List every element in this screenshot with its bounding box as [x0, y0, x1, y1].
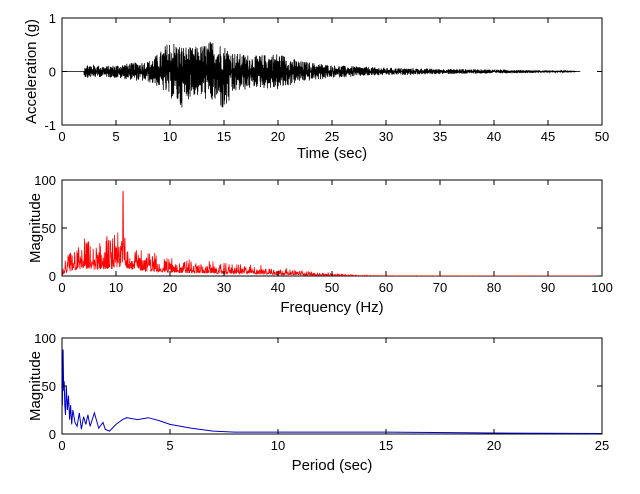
x-tick-label: 10 [109, 280, 123, 295]
y-axis-label: Acceleration (g) [23, 19, 40, 124]
x-tick-label: 25 [325, 129, 339, 144]
y-axis-label: Magnitude [27, 193, 44, 263]
x-tick-label: 5 [166, 438, 173, 453]
y-tick-label: 0 [49, 269, 56, 284]
y-tick-label: 100 [34, 173, 56, 188]
x-tick-label: 20 [163, 280, 177, 295]
x-tick-label: 45 [541, 129, 555, 144]
series-line [62, 41, 581, 108]
x-tick-label: 5 [112, 129, 119, 144]
x-tick-label: 15 [379, 438, 393, 453]
x-tick-label: 20 [271, 129, 285, 144]
x-tick-label: 40 [487, 129, 501, 144]
x-tick-label: 15 [217, 129, 231, 144]
y-tick-label: 100 [34, 331, 56, 346]
x-tick-label: 90 [541, 280, 555, 295]
y-tick-label: 50 [42, 379, 56, 394]
x-tick-label: 50 [325, 280, 339, 295]
x-tick-label: 30 [379, 129, 393, 144]
x-tick-label: 10 [271, 438, 285, 453]
subplot-2: 0 10 20 30 40 50 60 70 80 90 100 0 50 100 Frequency (H… [27, 173, 613, 316]
x-axis-label: Time (sec) [297, 145, 367, 162]
x-tick-label: 0 [58, 280, 65, 295]
x-tick-label: 30 [217, 280, 231, 295]
x-tick-label: 35 [433, 129, 447, 144]
series-group [62, 41, 581, 108]
x-tick-label: 100 [591, 280, 613, 295]
y-tick-label: 50 [42, 221, 56, 236]
x-axis-label: Frequency (Hz) [280, 299, 383, 316]
x-tick-label: 60 [379, 280, 393, 295]
x-tick-label: 50 [595, 129, 609, 144]
x-tick-label: 80 [487, 280, 501, 295]
series-line [62, 349, 602, 434]
subplot-3: 0 5 10 15 20 25 0 50 100 Period (sec) Magnitude [27, 331, 609, 474]
x-tick-label: 10 [163, 129, 177, 144]
series-group [62, 349, 602, 434]
y-axis-label: Magnitude [27, 351, 44, 421]
y-tick-label: 0 [49, 427, 56, 442]
y-tick-label: 0 [49, 65, 56, 80]
x-axis-label: Period (sec) [292, 457, 373, 474]
x-tick-label: 0 [58, 129, 65, 144]
x-tick-label: 40 [271, 280, 285, 295]
plot-area [61, 337, 603, 435]
y-tick-label: -1 [44, 118, 56, 133]
x-tick-label: 25 [595, 438, 609, 453]
y-tick-label: 1 [49, 11, 56, 26]
x-tick-label: 0 [58, 438, 65, 453]
x-tick-label: 70 [433, 280, 447, 295]
x-tick-label: 20 [487, 438, 501, 453]
